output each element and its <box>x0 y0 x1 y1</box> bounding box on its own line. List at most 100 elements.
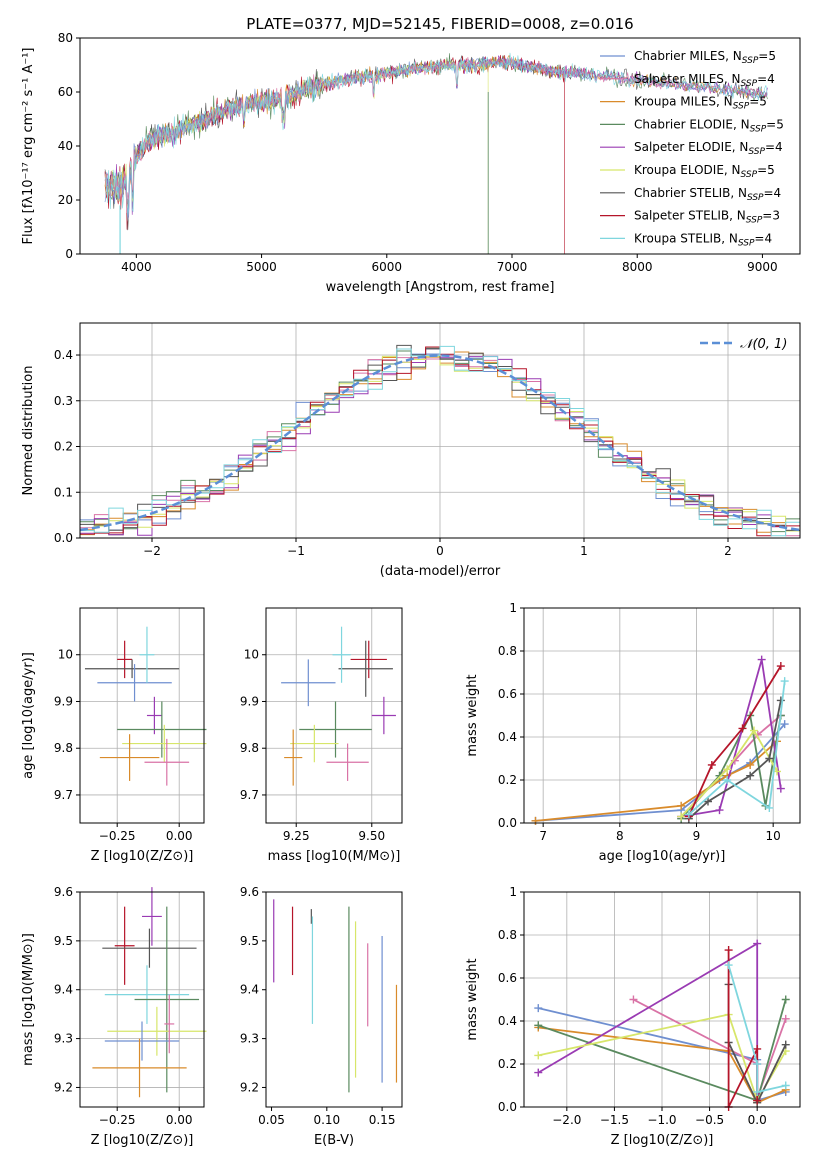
legend-label-name: Salpeter ELODIE, N <box>634 140 748 154</box>
spectrum-ytick-label: 0 <box>65 247 73 261</box>
weight-point-marker <box>757 655 766 664</box>
legend-label-name: Salpeter STELIB, N <box>634 209 746 223</box>
weight-point-marker <box>753 1096 762 1105</box>
weight-point-marker <box>715 806 724 815</box>
residuals-ytick-label: 0.0 <box>54 531 73 545</box>
legend-label-subscript: SSP <box>746 216 763 226</box>
legend-label-name: Kroupa ELODIE, N <box>634 163 741 177</box>
age-vs-mass-ytick-label: 10 <box>244 648 259 662</box>
mass-vs-ebv-ytick-label: 9.6 <box>240 885 259 899</box>
weight-vs-age-xlabel: age [log10(age/yr)] <box>599 849 726 864</box>
weight-point-marker <box>738 724 747 733</box>
legend-label-value: =4 <box>765 140 783 154</box>
weight-point-marker <box>704 797 712 806</box>
residuals-xtick-label: 2 <box>724 544 732 558</box>
legend-label-value: =5 <box>749 95 767 109</box>
mass-vs-Z-xtick-label: −0.25 <box>99 1113 136 1127</box>
mass-vs-ebv-ytick-label: 9.5 <box>240 934 259 948</box>
normal-curve <box>79 354 801 532</box>
mass-vs-Z-ytick-label: 9.3 <box>54 1032 73 1046</box>
age-vs-mass-ytick-label: 9.7 <box>240 788 259 802</box>
legend-label-subscript: SSP <box>738 238 755 248</box>
weight-vs-Z-xtick-label: −1.5 <box>600 1113 629 1127</box>
age-vs-Z-ytick-label: 9.9 <box>54 694 73 708</box>
weight-series-line <box>538 1013 787 1103</box>
spectrum-xtick-label: 5000 <box>246 260 277 274</box>
mass-vs-Z-ytick-label: 9.4 <box>54 983 73 997</box>
weight-point-marker <box>746 760 755 769</box>
mass-vs-Z-frame <box>79 891 205 1108</box>
residuals-xlabel: (data-model)/error <box>380 564 501 579</box>
age-vs-Z-ytick-label: 9.8 <box>54 741 73 755</box>
mass-vs-Z-xtick-label: 0.00 <box>166 1113 193 1127</box>
weight-vs-age-xtick-label: 8 <box>616 829 624 843</box>
legend-label-name: Chabrier MILES, N <box>634 49 742 63</box>
spectrum-ytick-label: 40 <box>58 139 73 153</box>
weight-point-marker <box>677 801 686 810</box>
legend-label-value: =3 <box>762 209 780 223</box>
age-vs-Z-frame <box>79 607 205 824</box>
weight-point-marker <box>781 1081 790 1090</box>
weight-point-marker <box>707 760 716 769</box>
weight-point-marker <box>776 784 785 793</box>
weight-point-marker <box>781 1040 790 1049</box>
age-vs-Z-xlabel: Z [log10(Z/Z⊙)] <box>91 849 194 864</box>
weight-point-marker <box>629 995 638 1004</box>
legend-label-name: Kroupa MILES, N <box>634 95 733 109</box>
weight-point-marker <box>780 720 789 729</box>
age-vs-Z-ytick-label: 9.7 <box>54 788 73 802</box>
weight-vs-Z-ytick-label: 0.8 <box>498 928 517 942</box>
weight-point-marker <box>534 1068 543 1077</box>
age-vs-mass-xlabel: mass [log10(M/M⊙)] <box>268 849 401 864</box>
weight-series-line <box>688 680 786 816</box>
spectrum-ytick-label: 60 <box>58 85 73 99</box>
legend-label: Chabrier STELIB, NSSP=4 <box>634 186 781 203</box>
weight-point-marker <box>723 765 732 774</box>
weight-point-marker <box>724 961 733 970</box>
spectrum-xtick-label: 7000 <box>497 260 528 274</box>
mass-vs-ebv-xtick-label: 0.05 <box>258 1113 285 1127</box>
age-vs-mass-ytick-label: 9.8 <box>240 741 259 755</box>
weight-point-marker <box>531 816 540 825</box>
residuals-ytick-label: 0.2 <box>54 440 73 454</box>
weight-point-marker <box>753 939 762 948</box>
weight-point-marker <box>781 995 790 1004</box>
weight-point-marker <box>753 1044 762 1053</box>
weight-vs-Z-ylabel: mass weight <box>465 958 480 1040</box>
weight-point-marker <box>765 754 774 763</box>
weight-vs-Z-ytick-label: 0.2 <box>498 1057 517 1071</box>
weight-series-line <box>687 665 782 817</box>
residuals-ytick-label: 0.4 <box>54 348 73 362</box>
weight-vs-age-frame <box>523 607 801 824</box>
weight-point-marker <box>780 677 789 686</box>
legend-label-name: Salpeter MILES, N <box>634 72 741 86</box>
weight-point-marker <box>776 696 785 705</box>
weight-vs-Z-xtick-label: −0.5 <box>695 1113 724 1127</box>
age-vs-mass-xtick-label: 9.50 <box>358 829 385 843</box>
mass-vs-ebv-xlabel: E(B-V) <box>314 1133 354 1148</box>
legend-label-name: Chabrier ELODIE, N <box>634 117 750 131</box>
weight-vs-age-ytick-label: 0.4 <box>498 730 517 744</box>
legend-label-value: =5 <box>757 163 775 177</box>
legend-label-subscript: SSP <box>747 193 764 203</box>
weight-series-line <box>727 964 786 1094</box>
weight-vs-age-ytick-label: 0.0 <box>498 816 517 830</box>
spectrum-line <box>104 52 768 221</box>
residuals-xtick-label: 1 <box>580 544 588 558</box>
legend-label-name: Kroupa STELIB, N <box>634 231 738 245</box>
spectrum-xlabel: wavelength [Angstrom, rest frame] <box>326 280 555 295</box>
legend-label-value: =4 <box>757 72 775 86</box>
weight-vs-Z-xlabel: Z [log10(Z/Z⊙)] <box>611 1133 714 1148</box>
age-vs-mass-xtick-label: 9.25 <box>283 829 310 843</box>
legend-label-subscript: SSP <box>750 124 767 134</box>
legend-label-value: =4 <box>754 231 772 245</box>
legend-label: Salpeter STELIB, NSSP=3 <box>634 209 780 226</box>
spectrum-ytick-label: 20 <box>58 193 73 207</box>
legend-label: Chabrier MILES, NSSP=5 <box>634 49 776 66</box>
age-vs-Z-ylabel: age [log10(age/yr)] <box>21 652 36 779</box>
figure-title: PLATE=0377, MJD=52145, FIBERID=0008, z=0… <box>246 15 633 33</box>
mass-vs-Z-ytick-label: 9.2 <box>54 1080 73 1094</box>
weight-point-marker <box>753 1060 762 1068</box>
age-vs-Z-xtick-label: −0.25 <box>99 829 136 843</box>
legend-label-subscript: SSP <box>742 56 759 66</box>
